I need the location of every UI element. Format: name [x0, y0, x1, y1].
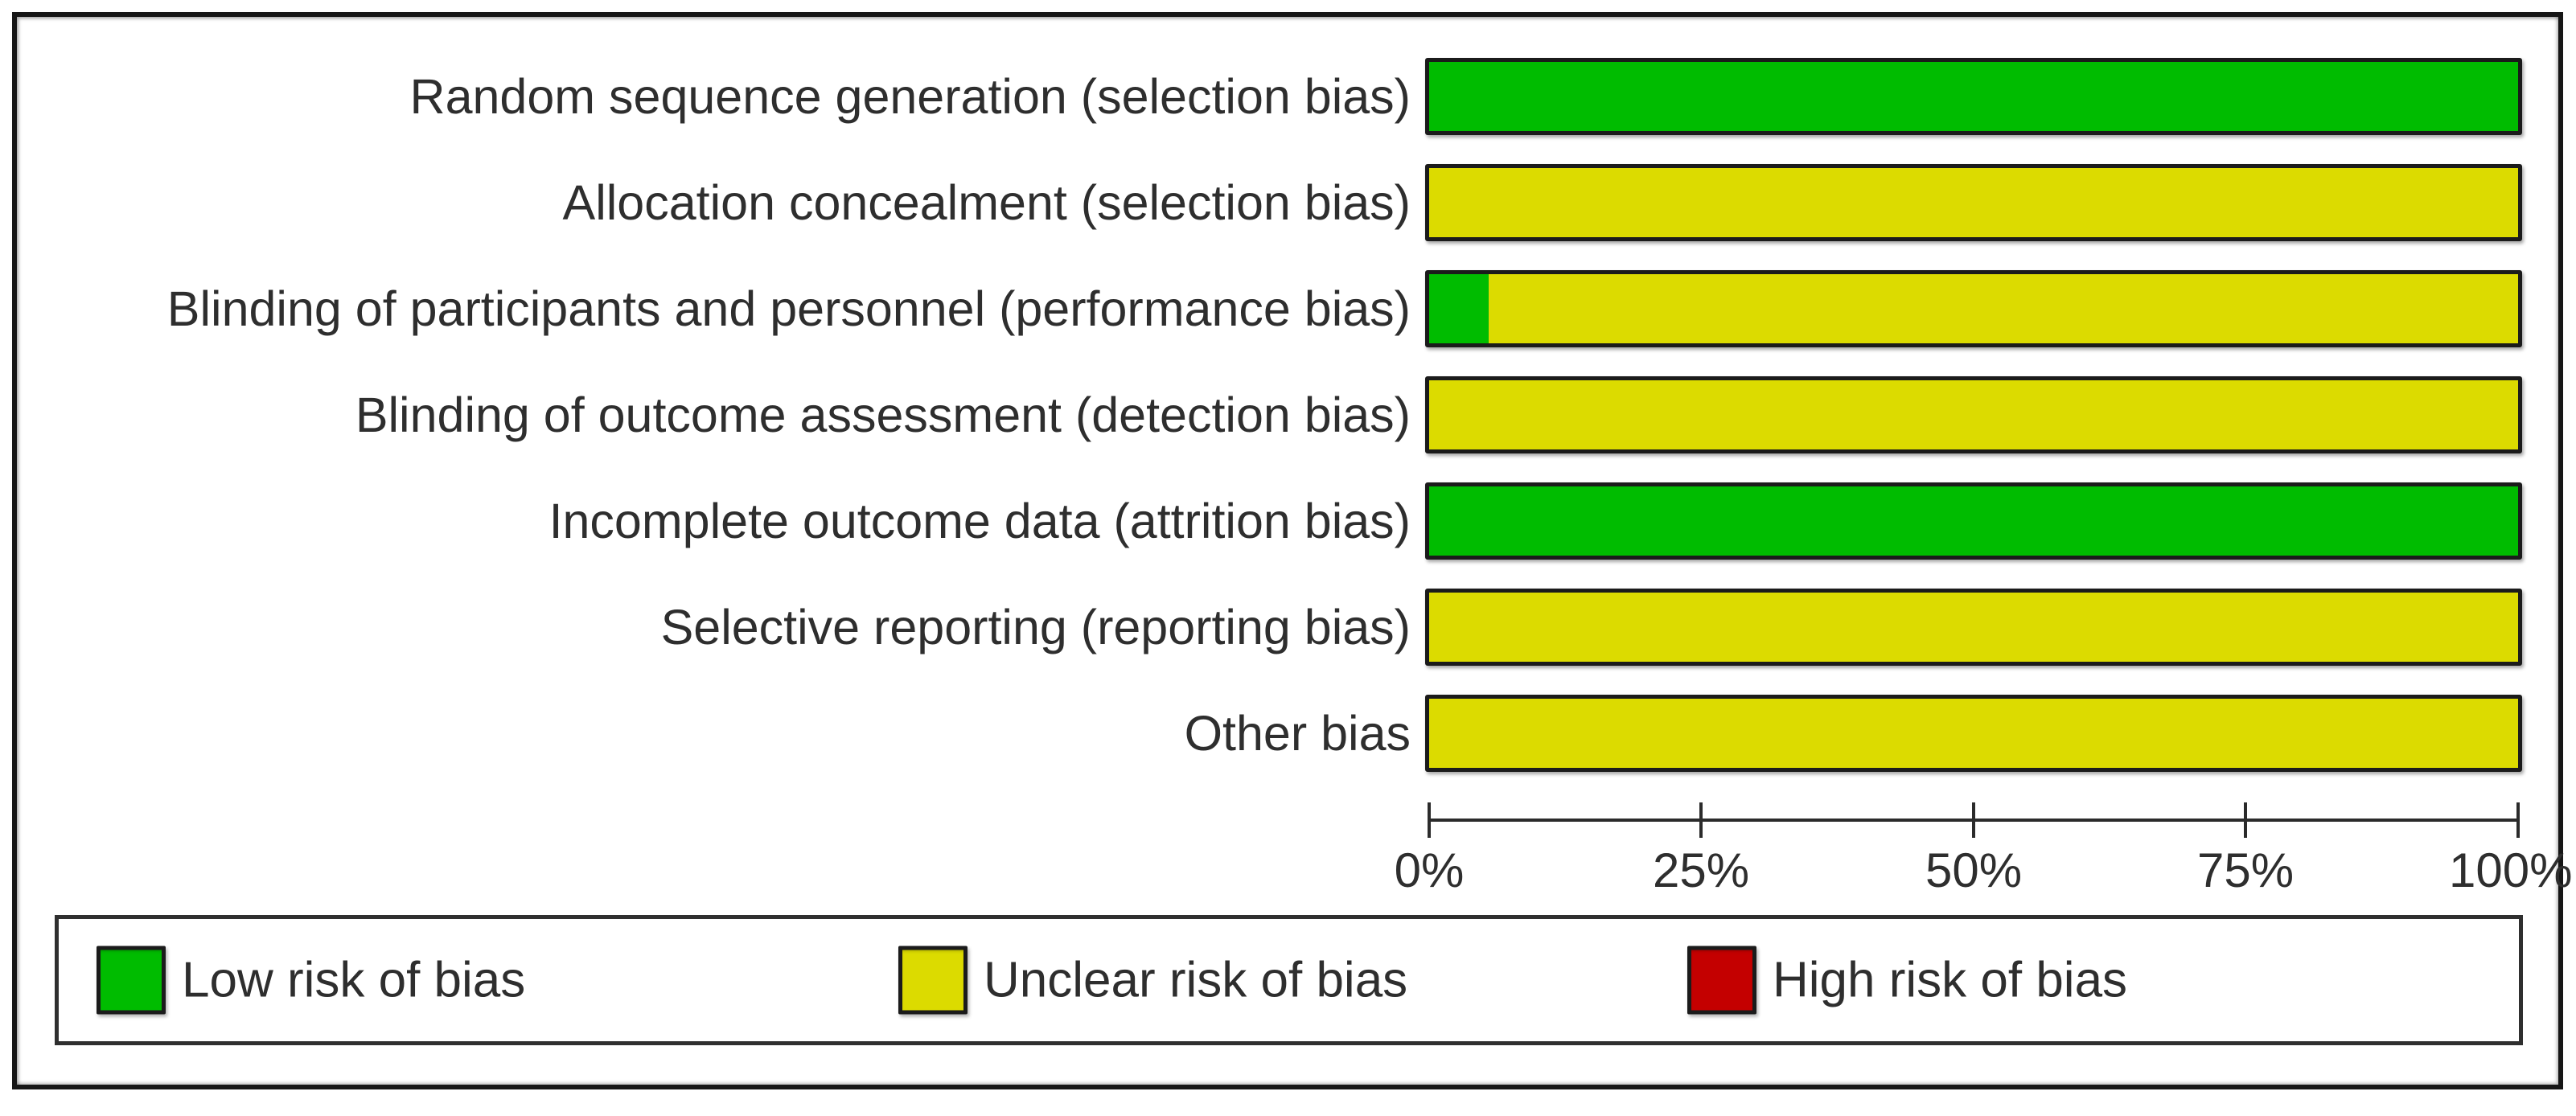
- risk-bar: [1425, 270, 2522, 347]
- axis-tick-label: 75%: [2196, 843, 2295, 897]
- category-label: Incomplete outcome data (attrition bias): [548, 494, 1411, 548]
- category-label: Other bias: [1184, 706, 1411, 761]
- legend-label: Unclear risk of bias: [984, 952, 1408, 1008]
- axis-tick: [2244, 802, 2247, 838]
- risk-bar: [1425, 164, 2522, 241]
- legend-label: High risk of bias: [1773, 952, 2128, 1008]
- chart-row: Other bias: [0, 695, 2576, 772]
- low-risk-segment: [1429, 62, 2518, 131]
- unclear-risk-segment: [1429, 168, 2518, 237]
- category-label: Random sequence generation (selection bi…: [409, 69, 1411, 124]
- chart-row: Random sequence generation (selection bi…: [0, 58, 2576, 135]
- legend-item-high-risk: High risk of bias: [1687, 946, 2127, 1015]
- unclear-risk-segment: [1429, 593, 2518, 662]
- unclear-risk-segment: [1489, 274, 2518, 343]
- unclear-risk-segment: [1429, 380, 2518, 449]
- risk-bar: [1425, 589, 2522, 666]
- category-label: Allocation concealment (selection bias): [562, 175, 1411, 230]
- category-label: Blinding of outcome assessment (detectio…: [355, 388, 1411, 442]
- axis-tick: [1972, 802, 1975, 838]
- legend-item-unclear-risk: Unclear risk of bias: [898, 946, 1407, 1015]
- legend-item-low-risk: Low risk of bias: [97, 946, 525, 1015]
- chart-row: Allocation concealment (selection bias): [0, 164, 2576, 241]
- legend-box: Low risk of bias Unclear risk of bias Hi…: [55, 915, 2523, 1045]
- chart-row: Selective reporting (reporting bias): [0, 589, 2576, 666]
- chart-row: Incomplete outcome data (attrition bias): [0, 482, 2576, 560]
- chart-row: Blinding of participants and personnel (…: [0, 270, 2576, 347]
- axis-tick: [1428, 802, 1431, 838]
- risk-bar: [1425, 58, 2522, 135]
- axis-tick-label: 25%: [1652, 843, 1750, 897]
- low-risk-segment: [1429, 274, 1489, 343]
- legend-label: Low risk of bias: [182, 952, 526, 1008]
- high-risk-swatch: [1687, 946, 1756, 1015]
- axis-tick-label: 100%: [2449, 843, 2573, 897]
- axis-tick-label: 50%: [1925, 843, 2023, 897]
- risk-bar: [1425, 695, 2522, 772]
- risk-bar: [1425, 482, 2522, 560]
- axis-tick: [1699, 802, 1703, 838]
- risk-bar: [1425, 376, 2522, 453]
- chart-row: Blinding of outcome assessment (detectio…: [0, 376, 2576, 453]
- axis-tick: [2516, 802, 2520, 838]
- unclear-risk-swatch: [898, 946, 968, 1015]
- category-label: Blinding of participants and personnel (…: [166, 281, 1411, 336]
- low-risk-segment: [1429, 486, 2518, 556]
- low-risk-swatch: [97, 946, 166, 1015]
- axis-tick-label: 0%: [1394, 843, 1465, 897]
- category-label: Selective reporting (reporting bias): [660, 600, 1411, 654]
- unclear-risk-segment: [1429, 699, 2518, 768]
